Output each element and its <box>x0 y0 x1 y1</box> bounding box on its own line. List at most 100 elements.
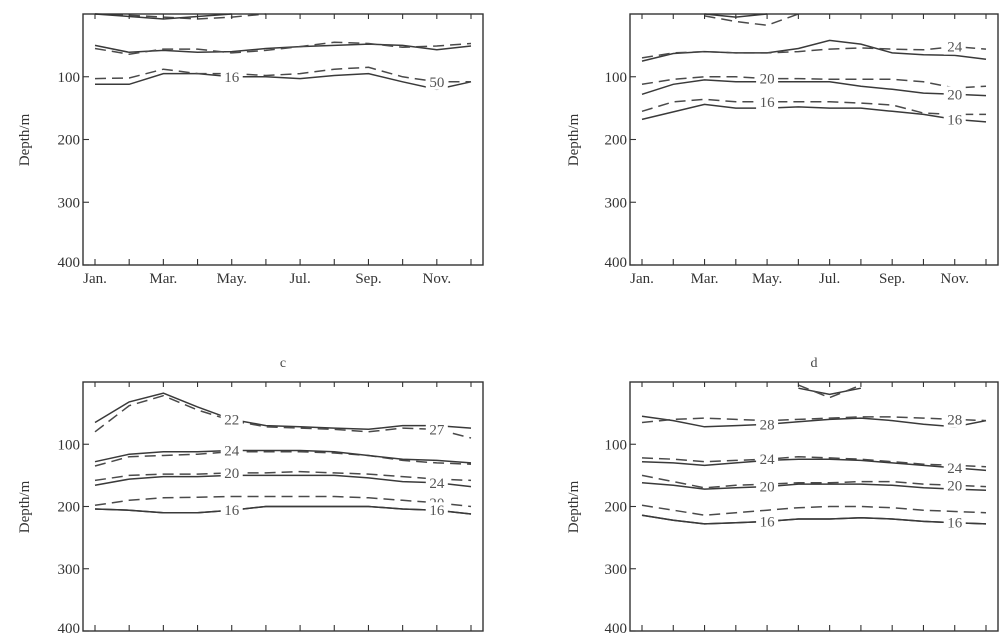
panel-1-contour-label-4: 16 <box>224 70 240 86</box>
panel-1-y-ticks: 100 200 300 400 <box>58 70 89 271</box>
panel-4-contour-label-3: 28 <box>760 417 775 433</box>
panel-4-contour-label-11: 16 <box>947 516 963 532</box>
panel-4-contour-label-bg-8 <box>943 477 966 494</box>
panel-2-contour-labels: 24 20 20 16 16 <box>756 38 966 128</box>
panel-2-contours <box>641 13 987 123</box>
panel-2-x-tick-label-2: May. <box>752 271 782 287</box>
panel-4-contour-label-8: 20 <box>947 478 962 494</box>
panel-2-contour-4 <box>641 76 987 89</box>
panel-3-contour-label-bg-8 <box>425 502 448 519</box>
panel-4-y-tick-label-1: 200 <box>605 500 628 516</box>
panel-2-contour-label-bg-5 <box>943 86 966 103</box>
panel-3-contour-label-bg-3 <box>220 442 243 459</box>
panel-3-y-ticks: 100 200 300 400 <box>58 437 89 637</box>
panel-2-contour-label-5: 20 <box>947 87 962 103</box>
panel-2-y-tick-label-0: 100 <box>605 70 628 86</box>
panel-3-contour-label-bg-4 <box>425 474 448 491</box>
panel-3-y-tick-label-0: 100 <box>58 437 81 453</box>
panel-1-y-tick-label-0: 100 <box>58 70 81 86</box>
panel-2-contour-6 <box>641 98 986 116</box>
panel-2: 24 20 20 16 16 100 200 300 400 Jan. Mar. May. Jul.… <box>566 13 999 287</box>
panel-2-contour-7 <box>641 103 987 123</box>
panel-1-contour-label-5: 50 <box>429 75 444 91</box>
panel-1-y-axis-label: Depth/m <box>17 113 33 166</box>
panel-2-y-tick-label-3: 400 <box>605 255 628 271</box>
panel-4-y-axis-label: Depth/m <box>566 480 582 533</box>
panel-1-contour-label-bg-4 <box>220 68 243 85</box>
panel-1-contour-label-bg-5 <box>425 73 448 90</box>
panel-3-contour-label-bg-0 <box>220 411 243 428</box>
panel-1-contour-labels: 16 50 <box>220 68 448 91</box>
panel-4-y-tick-label-2: 300 <box>605 562 628 578</box>
panel-2-y-tick-label-1: 200 <box>605 133 628 149</box>
panel-3-contour-label-bg-5 <box>220 464 243 481</box>
panel-2-contour-label-7: 16 <box>947 112 963 128</box>
panel-1-contours <box>94 13 472 91</box>
panel-4-contour-label-7: 20 <box>760 480 775 496</box>
panel-3-contour-label-3: 24 <box>224 443 240 459</box>
panel-4-contour-label-bg-4 <box>943 411 966 428</box>
panel-2-contour-label-4: 20 <box>760 72 775 88</box>
panel-4-x-ticks: Jan.Mar.May.Jul.Sep.Nov. <box>641 382 987 631</box>
panel-2-x-tick-label-4: Sep. <box>879 271 905 287</box>
panel-2-contour-label-bg-4 <box>756 70 779 87</box>
panel-4-contour-label-4: 28 <box>947 412 962 428</box>
panel-3-contour-5 <box>94 470 472 482</box>
panel-1-y-tick-label-3: 400 <box>58 255 81 271</box>
panel-2-contour-label-bg-7 <box>943 111 966 128</box>
panel-4-contour-label-bg-11 <box>943 514 966 531</box>
panel-4-contour-label-bg-6 <box>943 459 966 476</box>
panel-2-y-tick-label-2: 300 <box>605 195 628 211</box>
panel-3-contour-labels: 2227242420201616 <box>220 411 448 519</box>
panel-3-y-axis-label: Depth/m <box>17 480 33 533</box>
panel-3-contours <box>94 392 472 515</box>
panel-2-x-tick-label-0: Jan. <box>630 271 654 287</box>
panel-4-contour-6 <box>641 458 987 472</box>
panel-2-x-ticks: Jan. Mar. May. Jul. Sep. Nov. <box>630 14 987 287</box>
panel-2-y-ticks: 100 200 300 400 <box>605 70 636 271</box>
panel-4-contour-8 <box>641 474 987 489</box>
panel-1-y-tick-label-2: 300 <box>58 195 81 211</box>
panel-4-y-tick-label-3: 400 <box>605 621 628 637</box>
panel-3-contour-label-4: 24 <box>429 476 445 492</box>
panel-3-y-tick-label-3: 400 <box>58 621 81 637</box>
panel-1-contour-3 <box>94 41 472 55</box>
panel-3-contour-label-0: 22 <box>224 412 239 428</box>
panel-2-x-tick-label-5: Nov. <box>940 271 969 287</box>
panel-3-contour-label-bg-7 <box>220 502 243 519</box>
panel-4-contour-label-bg-10 <box>756 513 779 530</box>
panel-4-contour-2 <box>798 384 862 399</box>
panel-4-contour-1 <box>798 387 862 396</box>
panel-3-contour-label-7: 16 <box>224 503 240 519</box>
panel-4-contour-label-10: 16 <box>760 514 776 530</box>
panel-1-y-tick-label-1: 200 <box>58 133 81 149</box>
panel-3-contour-1 <box>94 394 472 439</box>
panel-3-contour-7 <box>94 505 472 515</box>
panel-2-contour-label-3: 24 <box>947 40 963 56</box>
panel-3-y-tick-label-2: 300 <box>58 562 81 578</box>
panel-4-contour-5 <box>641 455 987 468</box>
panel-3-contour-8 <box>94 505 472 515</box>
panel-4-contour-label-bg-3 <box>756 416 779 433</box>
panel-1-x-tick-label-0: Jan. <box>83 271 107 287</box>
panel-3-label: c <box>280 356 286 371</box>
panel-4-contour-7 <box>641 482 987 492</box>
panel-1-x-ticks: Jan. Mar. May. Jul. Sep. Nov. <box>83 14 472 287</box>
panel-3-contour-label-8: 16 <box>429 503 445 519</box>
panel-3-contour-label-5: 20 <box>224 466 239 482</box>
panel-2-frame <box>629 13 999 266</box>
panel-4-contours <box>641 384 987 525</box>
panel-3-contour-2 <box>94 450 472 467</box>
panel-4-contour-3 <box>641 415 987 428</box>
panel-2-contour-label-bg-3 <box>943 38 966 55</box>
panel-2-contour-5 <box>641 79 987 97</box>
panel-3-contour-4 <box>94 474 472 488</box>
panel-1-contour-4 <box>95 72 472 91</box>
panel-4-contour-label-bg-7 <box>756 478 779 495</box>
panel-2-contour-label-bg-6 <box>756 93 779 110</box>
panel-2-x-tick-label-1: Mar. <box>691 271 719 287</box>
